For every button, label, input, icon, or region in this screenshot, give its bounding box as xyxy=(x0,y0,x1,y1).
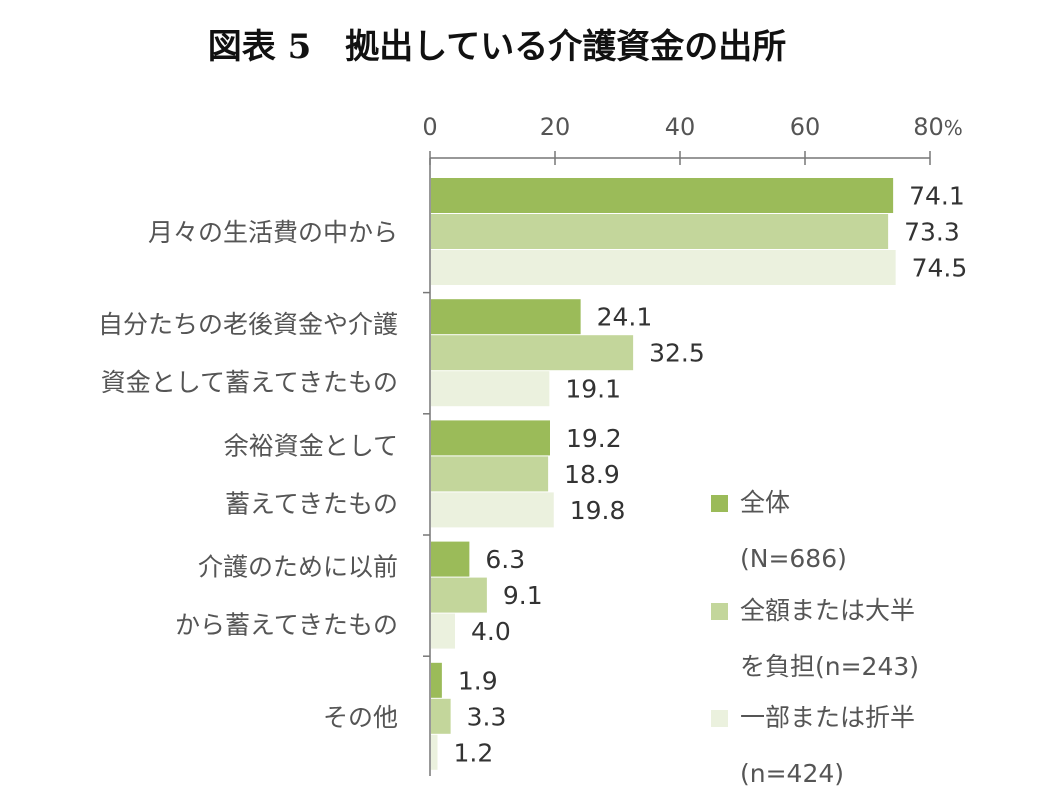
category-label: 介護のために以前 xyxy=(198,553,398,582)
legend-label: 一部または折半 xyxy=(740,703,915,732)
x-tick-label: 60 xyxy=(790,113,821,141)
data-label: 74.5 xyxy=(912,254,968,283)
x-axis: 0 20 40 60 80% xyxy=(422,113,963,776)
bar xyxy=(431,214,889,249)
data-label: 32.5 xyxy=(649,339,705,368)
data-label: 3.3 xyxy=(467,702,507,731)
data-label: 4.0 xyxy=(471,617,511,646)
x-tick-label: 80% xyxy=(913,113,963,141)
bar xyxy=(431,577,487,613)
data-label: 1.9 xyxy=(458,666,498,695)
data-label: 24.1 xyxy=(597,303,653,332)
bars xyxy=(431,178,896,770)
legend-label-sub: (n=424) xyxy=(740,759,844,788)
data-label: 19.1 xyxy=(565,375,621,404)
bar xyxy=(431,250,896,285)
bar xyxy=(431,420,550,456)
data-label: 19.2 xyxy=(566,424,622,453)
category-label: 資金として蓄えてきたもの xyxy=(101,368,398,397)
x-tick-label: 0 xyxy=(422,113,437,141)
legend-swatch xyxy=(711,710,728,727)
x-tick-label: 20 xyxy=(540,113,571,141)
bar xyxy=(431,698,451,734)
category-label: 自分たちの老後資金や介護 xyxy=(98,310,398,339)
x-tick-label: 40 xyxy=(665,113,696,141)
bar xyxy=(431,734,438,770)
bar xyxy=(431,178,894,213)
chart-title: 図表 5 拠出している介護資金の出所 xyxy=(208,27,786,67)
legend-swatch xyxy=(711,495,728,512)
category-labels: 月々の生活費の中から自分たちの老後資金や介護資金として蓄えてきたもの余裕資金とし… xyxy=(98,218,398,732)
data-label: 19.8 xyxy=(570,496,626,525)
legend-label: 全体 xyxy=(740,488,790,517)
bar xyxy=(431,662,442,698)
bar xyxy=(431,371,550,407)
data-label: 9.1 xyxy=(503,581,543,610)
category-label: 月々の生活費の中から xyxy=(148,218,398,247)
legend-label-sub: (N=686) xyxy=(740,544,847,573)
bar xyxy=(431,335,634,371)
bar xyxy=(431,613,455,649)
legend-label-sub: を負担(n=243) xyxy=(740,652,919,681)
data-label: 6.3 xyxy=(485,545,525,574)
category-label: から蓄えてきたもの xyxy=(175,611,398,640)
data-label: 74.1 xyxy=(909,182,965,211)
category-label: 余裕資金として xyxy=(224,431,398,460)
category-label: その他 xyxy=(323,703,398,732)
category-label: 蓄えてきたもの xyxy=(225,489,398,518)
x-axis-unit: % xyxy=(944,116,963,140)
bar xyxy=(431,456,549,492)
legend-label: 全額または大半 xyxy=(740,596,915,625)
data-label: 73.3 xyxy=(904,218,960,247)
legend-swatch xyxy=(711,603,728,620)
data-label: 18.9 xyxy=(564,460,620,489)
data-label: 1.2 xyxy=(454,738,494,767)
bar xyxy=(431,492,554,528)
value-labels: 74.1 73.3 74.5 24.1 32.5 19.1 19.2 18.9 19.8 6.3 9… xyxy=(454,182,968,768)
bar xyxy=(431,299,581,335)
bar xyxy=(431,541,470,577)
